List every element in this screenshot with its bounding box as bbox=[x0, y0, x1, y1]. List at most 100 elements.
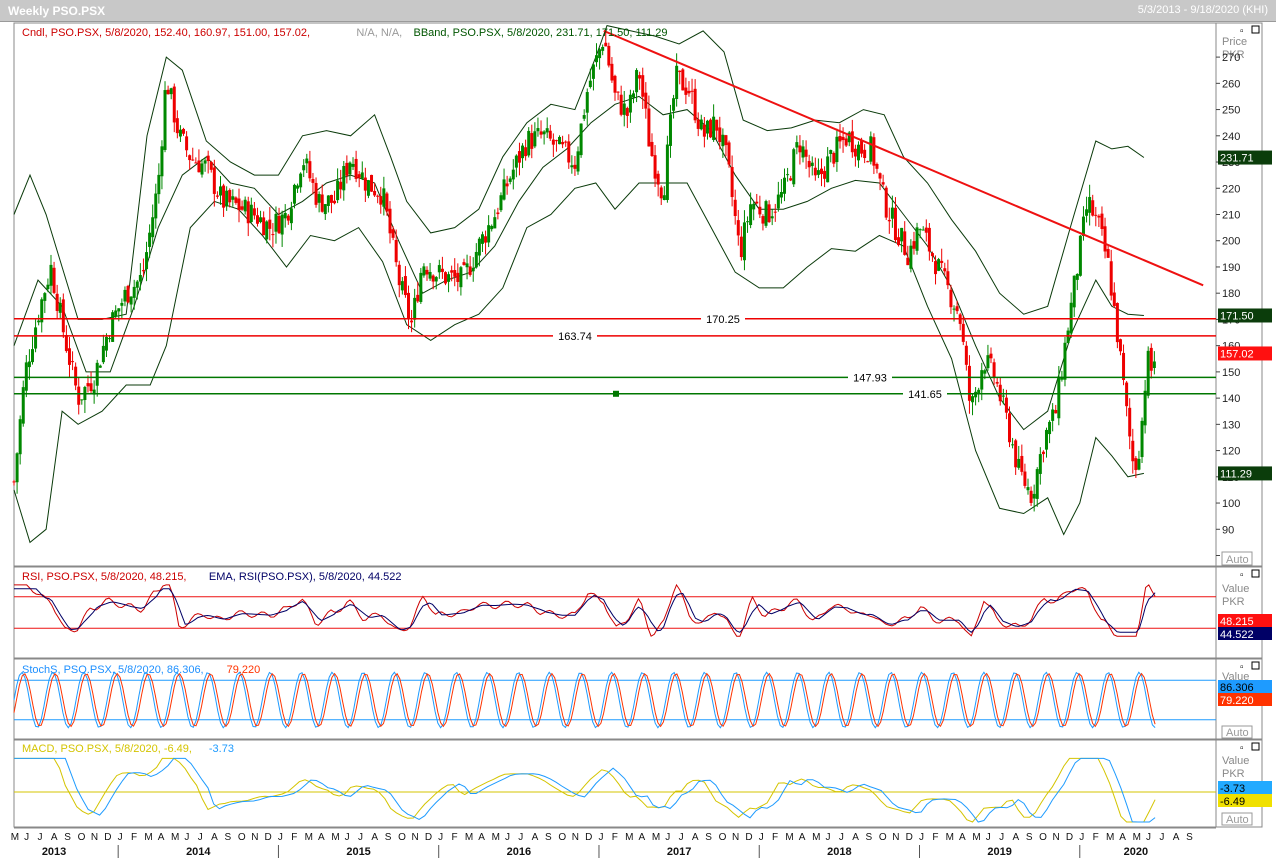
window-title: Weekly PSO.PSX bbox=[8, 4, 106, 18]
auto-scale-button[interactable] bbox=[1221, 551, 1253, 566]
candle-body bbox=[206, 155, 210, 162]
candle-body bbox=[120, 302, 124, 306]
month-tick-label: D bbox=[1066, 832, 1073, 843]
candle-body bbox=[1091, 200, 1095, 216]
candle-body bbox=[440, 268, 444, 272]
candle-body bbox=[373, 190, 377, 196]
month-tick-label: J bbox=[24, 832, 29, 843]
candle-body bbox=[810, 162, 814, 167]
price-legend: Cndl, PSO.PSX, 5/8/2020, 152.40, 160.97,… bbox=[22, 27, 310, 39]
candle-body bbox=[588, 80, 592, 88]
candle-body bbox=[1072, 275, 1076, 308]
candle-body bbox=[1026, 487, 1030, 491]
candle-body bbox=[24, 362, 28, 391]
candle-body bbox=[188, 155, 192, 161]
candle-body bbox=[536, 128, 540, 132]
candle-body bbox=[539, 131, 543, 135]
macd-auto-button[interactable] bbox=[1221, 812, 1253, 826]
candle-body bbox=[240, 206, 244, 210]
candle-body bbox=[558, 136, 562, 145]
month-tick-label: J bbox=[759, 832, 764, 843]
price-tick-label: 120 bbox=[1222, 446, 1240, 458]
level-handle[interactable] bbox=[613, 390, 619, 397]
candle-body bbox=[286, 215, 290, 221]
candle-body bbox=[422, 266, 426, 276]
candle-body bbox=[983, 370, 987, 374]
candle-body bbox=[964, 345, 968, 365]
candle-body bbox=[499, 195, 503, 211]
candle-body bbox=[55, 293, 59, 311]
candle-body bbox=[949, 289, 953, 308]
candle-body bbox=[480, 234, 484, 244]
candle-body bbox=[1134, 458, 1138, 471]
month-tick-label: N bbox=[572, 832, 579, 843]
macd-auto-label: Auto bbox=[1226, 814, 1249, 826]
candle-body bbox=[490, 225, 494, 230]
macd-tag-bg bbox=[1218, 781, 1272, 794]
candle-body bbox=[662, 195, 666, 201]
candle-body bbox=[363, 177, 367, 191]
candle-body bbox=[915, 227, 919, 251]
candle-body bbox=[819, 168, 823, 175]
candle-body bbox=[231, 196, 235, 200]
candle-body bbox=[484, 236, 488, 243]
candle-body bbox=[1060, 377, 1064, 380]
level-label-bg bbox=[848, 370, 892, 384]
candle-body bbox=[773, 211, 777, 213]
bband-middle-line bbox=[13, 95, 1144, 431]
candle-body bbox=[277, 215, 281, 234]
month-tick-label: O bbox=[398, 832, 406, 843]
month-tick-label: M bbox=[625, 832, 633, 843]
candle-body bbox=[114, 310, 118, 317]
candle-body bbox=[52, 267, 56, 293]
candle-body bbox=[733, 199, 737, 217]
month-tick-label: D bbox=[745, 832, 752, 843]
candle-body bbox=[43, 293, 47, 301]
candle-body bbox=[271, 234, 275, 236]
candle-body bbox=[1078, 235, 1082, 276]
rsi-panel bbox=[13, 566, 1263, 659]
candle-body bbox=[548, 130, 552, 139]
candle-body bbox=[468, 266, 472, 275]
candle-body bbox=[274, 213, 278, 232]
candle-body bbox=[906, 257, 910, 266]
month-tick-label: J bbox=[598, 832, 603, 843]
candle-body bbox=[86, 383, 90, 387]
candle-body bbox=[641, 75, 645, 97]
stoch-auto-label: Auto bbox=[1226, 727, 1249, 739]
month-tick-label: J bbox=[919, 832, 924, 843]
month-tick-label: M bbox=[144, 832, 152, 843]
month-tick-label: A bbox=[799, 832, 806, 843]
candle-body bbox=[1004, 397, 1008, 413]
candle-body bbox=[668, 114, 672, 146]
month-tick-label: M bbox=[465, 832, 473, 843]
candle-body bbox=[292, 184, 296, 204]
candle-body bbox=[1152, 361, 1156, 368]
candle-body bbox=[835, 136, 839, 163]
month-tick-label: S bbox=[1186, 832, 1193, 843]
candle-body bbox=[403, 276, 407, 296]
restore-icon: ▫ bbox=[1240, 570, 1244, 581]
candle-body bbox=[567, 141, 571, 163]
month-tick-label: A bbox=[692, 832, 699, 843]
candle-body bbox=[977, 389, 981, 394]
candle-body bbox=[860, 140, 864, 154]
candle-body bbox=[863, 149, 867, 159]
candle-body bbox=[508, 178, 512, 182]
candle-body bbox=[659, 187, 663, 199]
stoch-auto-button[interactable] bbox=[1221, 725, 1253, 739]
candle-body bbox=[27, 361, 31, 368]
candle-body bbox=[909, 245, 913, 269]
bband-lower-line bbox=[13, 182, 1145, 544]
candle-body bbox=[1020, 455, 1024, 472]
candle-body bbox=[521, 145, 525, 159]
candle-body bbox=[767, 204, 771, 223]
candle-body bbox=[881, 182, 885, 185]
candle-body bbox=[487, 225, 491, 243]
candle-body bbox=[887, 219, 891, 222]
candle-body bbox=[514, 155, 518, 168]
month-tick-label: F bbox=[772, 832, 778, 843]
stoch-tag-bg bbox=[1218, 693, 1272, 706]
macd-tag: -3.73 bbox=[1220, 783, 1245, 795]
candle-body bbox=[305, 158, 309, 164]
